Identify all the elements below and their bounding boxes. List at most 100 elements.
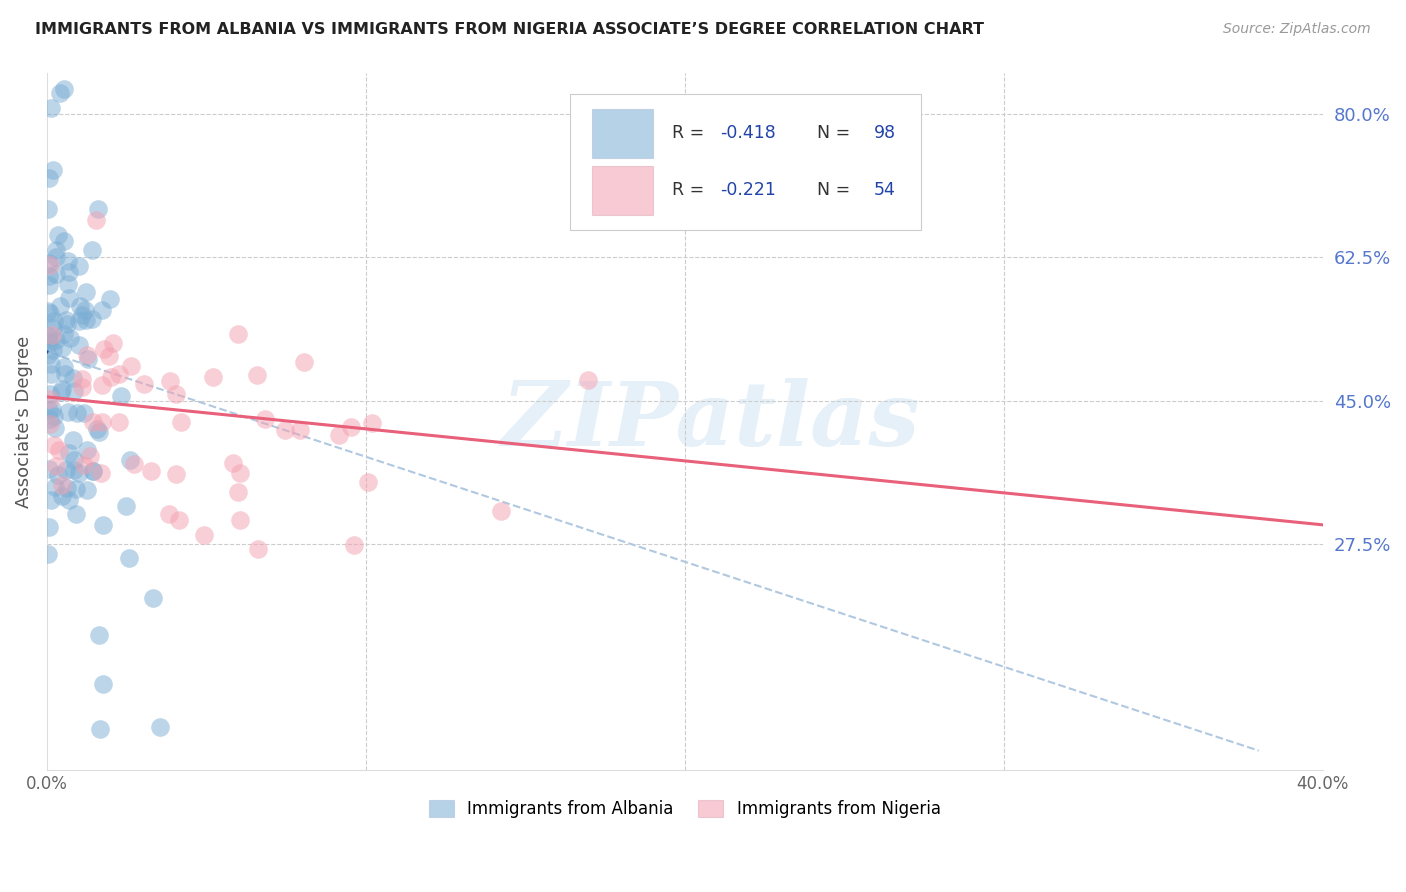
Point [38,462,60,476]
Point [63,463,86,477]
Point [38,519,60,533]
Point [165,467,187,482]
Point [91,377,114,392]
Point [90,467,112,481]
Point [67,466,90,480]
Point [49,385,72,400]
Point [118,453,141,467]
Point [82,465,104,479]
Text: Source: ZipAtlas.com: Source: ZipAtlas.com [1223,22,1371,37]
Point [72,380,94,394]
Point [98,349,121,363]
Point [98,292,121,306]
Point [45,250,67,264]
Point [93,342,115,356]
Point [41,163,63,178]
Point [44,420,66,434]
Legend: Immigrants from Albania, Immigrants from Nigeria: Immigrants from Albania, Immigrants from… [422,793,948,824]
Point [38,170,60,185]
Point [37,547,59,561]
Point [132,376,155,391]
Point [63,452,86,467]
Point [38,278,60,293]
Point [246,368,269,383]
Point [124,457,146,471]
Point [48,86,70,100]
Point [58,277,80,291]
Point [87,202,110,216]
Point [55,462,77,476]
Point [142,591,165,606]
Point [45,333,67,347]
Point [226,326,249,341]
Point [42,343,65,357]
Point [90,302,112,317]
Point [58,291,80,305]
Point [39,357,62,371]
Point [45,267,67,281]
Point [89,425,111,440]
Point [51,477,73,491]
Text: 54: 54 [873,181,896,199]
Bar [592,166,652,215]
Point [201,370,224,384]
Point [228,467,250,481]
Point [170,415,193,429]
Point [73,458,96,473]
Point [343,538,366,552]
Point [120,359,142,373]
Point [51,489,73,503]
Point [39,392,62,406]
Point [274,423,297,437]
Point [91,415,114,429]
Point [55,367,77,381]
Point [328,428,350,442]
Text: -0.221: -0.221 [720,181,776,199]
Point [82,415,104,429]
Point [118,550,141,565]
Point [491,504,513,518]
Text: 98: 98 [873,125,896,143]
Point [76,442,98,457]
Point [58,493,80,508]
Point [114,499,136,513]
Point [89,628,111,642]
Point [165,386,187,401]
Point [75,285,97,299]
Point [51,342,73,356]
Point [63,384,86,399]
Point [58,446,80,460]
Point [340,420,363,434]
Point [59,330,82,344]
Point [37,304,59,318]
Point [229,512,252,526]
Point [76,483,98,497]
Point [41,401,63,416]
Point [101,336,124,351]
Point [39,258,62,272]
Text: ZIPatlas: ZIPatlas [502,378,920,465]
Point [73,406,96,420]
Point [576,373,599,387]
Y-axis label: Associate's Degree: Associate's Degree [15,335,32,508]
Point [361,417,384,431]
Text: R =: R = [672,181,710,199]
Point [39,412,62,426]
Point [38,306,60,320]
Point [100,369,122,384]
Point [82,243,104,257]
Point [292,355,315,369]
Point [52,234,75,248]
Point [48,299,70,313]
Point [253,411,276,425]
Point [80,311,103,326]
Point [288,423,311,437]
Point [91,517,114,532]
Point [45,458,67,473]
Point [39,368,62,382]
Point [56,317,79,331]
Point [82,464,104,478]
Point [193,527,215,541]
Point [141,464,163,478]
Point [67,313,90,327]
